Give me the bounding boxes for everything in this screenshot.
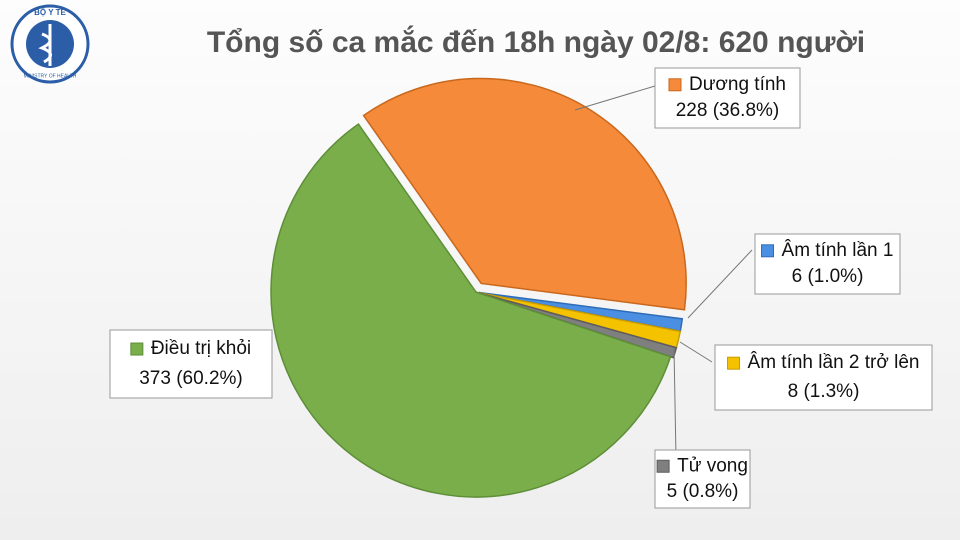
pie-slice xyxy=(362,77,687,311)
category-label: Âm tính lần 2 trở lên xyxy=(748,351,920,373)
leader-line xyxy=(679,341,713,363)
label-box xyxy=(654,67,801,129)
value-label: 373 (60.2%) xyxy=(139,368,243,389)
logo-top-text: BỘ Y TẾ xyxy=(34,7,66,17)
leader-line xyxy=(673,347,677,459)
legend-swatch xyxy=(727,356,741,370)
category-label: Âm tính lần 1 xyxy=(782,239,894,261)
legend-swatch xyxy=(130,342,144,356)
legend-swatch xyxy=(656,459,670,473)
category-label: Điều trị khỏi xyxy=(151,338,251,359)
pie-slice xyxy=(270,123,672,498)
value-label: 5 (0.8%) xyxy=(667,481,739,502)
legend-swatch xyxy=(668,78,682,92)
leader-line xyxy=(687,249,753,319)
value-label: 6 (1.0%) xyxy=(792,266,864,287)
label-box xyxy=(109,329,273,399)
legend-swatch xyxy=(761,244,775,258)
value-label: 228 (36.8%) xyxy=(676,100,780,121)
label-box xyxy=(714,344,933,411)
logo-bottom-text: MINISTRY OF HEALTH xyxy=(24,73,77,79)
label-box xyxy=(754,233,901,295)
label-box xyxy=(654,449,751,509)
chart-title: Tổng số ca mắc đến 18h ngày 02/8: 620 ng… xyxy=(207,25,865,59)
category-label: Tử vong xyxy=(677,455,748,476)
category-label: Dương tính xyxy=(689,74,786,95)
logo-emblem xyxy=(38,24,52,66)
leader-line xyxy=(574,85,656,111)
value-label: 8 (1.3%) xyxy=(788,381,860,402)
logo: BỘ Y TẾ MINISTRY OF HEALTH xyxy=(10,4,90,84)
